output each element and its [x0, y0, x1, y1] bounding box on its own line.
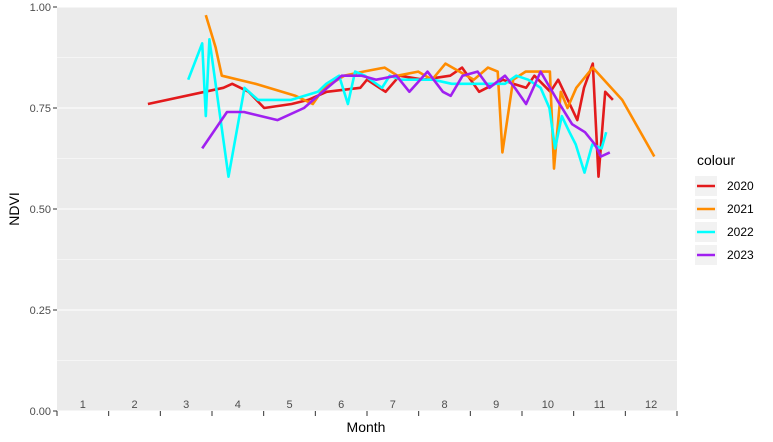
legend: colour 2020 2021 2022 2023 [695, 152, 754, 265]
month-label: 7 [390, 399, 396, 411]
y-tick-label: 1.00 [30, 2, 51, 14]
month-label: 6 [338, 399, 344, 411]
month-label: 5 [286, 399, 292, 411]
month-label: 3 [183, 399, 189, 411]
y-tick-label: 0.75 [30, 103, 51, 115]
legend-label-2021: 2021 [727, 202, 754, 216]
series-line-2020 [147, 62, 614, 178]
legend-title: colour [697, 152, 735, 168]
x-axis-title: Month [347, 419, 386, 435]
month-label: 10 [542, 399, 554, 411]
y-tick-label: 0.00 [30, 406, 51, 418]
y-axis-title: NDVI [6, 192, 22, 225]
legend-label-2020: 2020 [727, 179, 754, 193]
series-line-2022 [186, 37, 608, 178]
month-label: 4 [235, 399, 241, 411]
series-line-2023 [201, 70, 611, 158]
month-label: 1 [80, 399, 86, 411]
y-tick-label: 0.25 [30, 305, 51, 317]
series-layer [147, 14, 656, 178]
legend-label-2022: 2022 [727, 225, 754, 239]
x-axis: 1 2 3 4 5 6 7 8 9 10 11 12 [56, 399, 678, 416]
y-tick-label: 0.50 [30, 204, 51, 216]
legend-label-2023: 2023 [727, 248, 754, 262]
month-label: 11 [594, 399, 605, 411]
month-label: 9 [493, 399, 499, 411]
month-label: 8 [441, 399, 447, 411]
y-axis: 0.00 0.25 0.50 0.75 1.00 [30, 2, 57, 418]
month-label: 12 [645, 399, 657, 411]
month-label: 2 [131, 399, 137, 411]
